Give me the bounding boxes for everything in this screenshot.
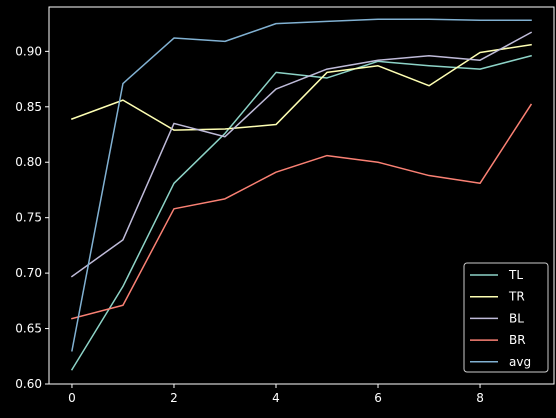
legend-label-tr: TR (508, 290, 525, 304)
series-line-avg (71, 18, 532, 352)
legend[interactable]: TL TR BL BR avg (463, 262, 549, 373)
plot-frame (48, 6, 555, 385)
y-tick-label: 0.65 (15, 322, 42, 336)
x-axis: 0 2 4 6 8 (68, 384, 484, 405)
y-tick-label: 0.80 (15, 155, 42, 169)
x-tick-label: 8 (476, 391, 484, 405)
series-line-br (71, 103, 533, 320)
x-tick-label: 4 (272, 391, 280, 405)
y-tick-label: 0.90 (15, 44, 42, 58)
legend-label-tl: TL (508, 268, 523, 282)
x-tick-label: 2 (170, 391, 178, 405)
x-tick-label: 6 (374, 391, 382, 405)
y-tick-label: 0.70 (15, 266, 42, 280)
legend-label-bl: BL (509, 311, 524, 325)
plot-area (48, 6, 555, 385)
legend-label-avg: avg (509, 355, 531, 369)
y-tick-label: 0.60 (15, 377, 42, 391)
series-line-bl (70, 31, 533, 278)
series-line-tl (70, 54, 532, 371)
legend-label-br: BR (509, 333, 526, 347)
y-axis: 0.60 0.65 0.70 0.75 0.80 0.85 0.90 (15, 44, 49, 391)
series-line-tr (70, 43, 532, 131)
y-tick-label: 0.85 (15, 100, 42, 114)
series-group (70, 18, 533, 371)
y-tick-label: 0.75 (15, 211, 42, 225)
x-tick-label: 0 (68, 391, 76, 405)
legend-box (463, 262, 549, 373)
